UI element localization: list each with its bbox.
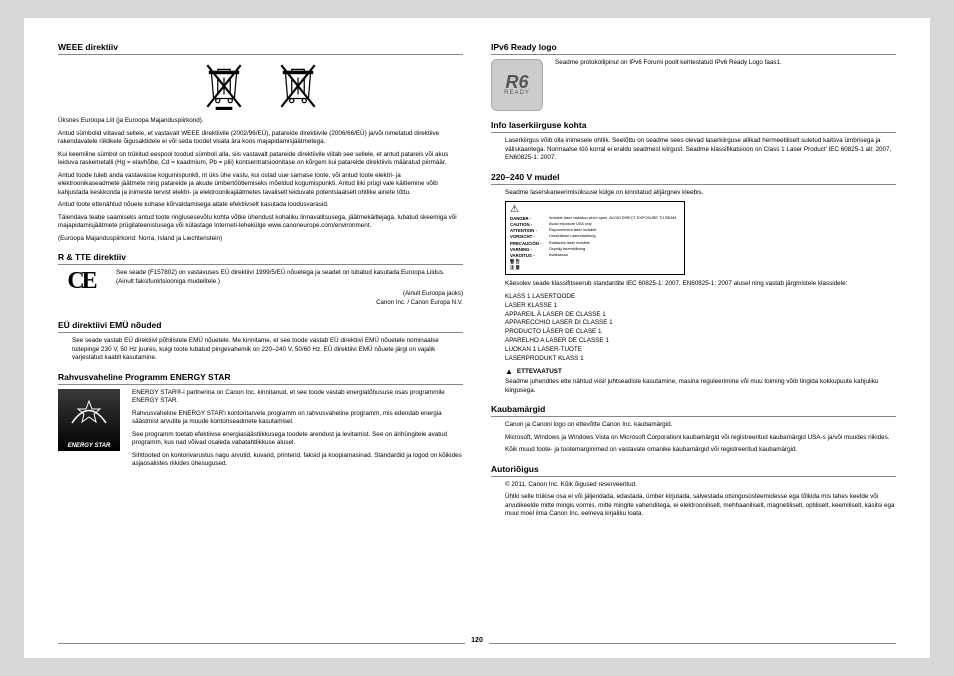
autor-heading: Autoriõigus	[491, 464, 896, 477]
document-page: WEEE direktiiv	[24, 18, 930, 658]
ipv6-row: R6 READY Seadme protokollipinul on IPv6 …	[491, 59, 896, 111]
energy-p1: ENERGY STAR®-i partnerina on Canon Inc. …	[132, 389, 463, 406]
emu-heading: EÜ direktiivi EMÜ nõuded	[58, 320, 463, 333]
danger-label: VAROITUS -	[510, 253, 546, 258]
weee-bin-icons	[58, 61, 463, 111]
danger-desc: Invisible laser radiation when open. AVO…	[549, 216, 680, 221]
laser-class-item: APARELHO A LASER DE CLASSE 1	[505, 337, 896, 346]
kauba-p2: Microsoft, Windows ja Windows Vista on M…	[491, 434, 896, 443]
danger-row: CAUTION -Avoid exposure USA only	[510, 222, 680, 227]
crossed-bin-icon	[203, 61, 245, 111]
weee-p7: (Euroopa Majanduspiirkond: Norra, Island…	[58, 235, 463, 244]
danger-desc: Unsichtbare Laserstrahlung	[549, 234, 680, 239]
right-column: IPv6 Ready logo R6 READY Seadme protokol…	[491, 42, 896, 635]
danger-desc	[549, 259, 680, 264]
rtte-heading: R & TTE direktiiv	[58, 252, 463, 265]
danger-label: VARNING -	[510, 247, 546, 252]
danger-desc: Rayonnement laser invisible	[549, 228, 680, 233]
laser-heading: Info laserkiirguse kohta	[491, 120, 896, 133]
danger-row: VARNING -Osynlig laserstrålning	[510, 247, 680, 252]
danger-desc	[549, 265, 680, 270]
rtte-c1: (Ainult Euroopa jaoks)	[116, 290, 463, 298]
laser-class-item: PRODUCTO LÁSER DE CLASE 1	[505, 328, 896, 337]
danger-row: 注 意	[510, 265, 680, 270]
weee-p6: Täiendava teabe saamiseks antud toote ri…	[58, 214, 463, 231]
weee-p4: Antud toode tuleb anda vastavasse kogumi…	[58, 172, 463, 198]
page-number: 120	[465, 637, 489, 644]
weee-p5: Antud toote ettenähtud nõuete kohase kõr…	[58, 201, 463, 210]
rtte-c2: Canon Inc. / Canon Europa N.V.	[116, 299, 463, 307]
danger-label: PRECAUCIÓN -	[510, 241, 546, 246]
page-footer-line: 120	[58, 643, 896, 644]
laser-class-item: APPARECCHIO LASER DI CLASSE 1	[505, 319, 896, 328]
ipv6-logo-bot: READY	[504, 90, 530, 96]
danger-row: PRECAUCIÓN -Radiación láser invisible	[510, 241, 680, 246]
energy-star-label: ENERGY STAR	[58, 443, 120, 449]
danger-desc: Avattaessa	[549, 253, 680, 258]
ce-mark-icon: CE	[58, 269, 104, 293]
kauba-p1: Canon ja Canoni logo on ettevõtte Canon …	[491, 421, 896, 430]
danger-label: CAUTION -	[510, 222, 546, 227]
laser-p1: Laserkiirgus võib olla inimesele ohtlik.…	[491, 137, 896, 163]
v220-heading: 220–240 V mudel	[491, 172, 896, 185]
kauba-p3: Kõik muud toote- ja tootemarginimed on v…	[491, 446, 896, 455]
danger-row: 警 告	[510, 259, 680, 264]
caution-label: ETTEVAATUST	[491, 367, 896, 376]
laser-class-item: LASERPRODUKT KLASS 1	[505, 355, 896, 364]
rtte-p1: See seade (F157802) on vastavuses EÜ dir…	[116, 269, 463, 286]
energy-p2: Rahvusvaheline ENERGY STAR'i kontoritarv…	[132, 410, 463, 427]
ipv6-heading: IPv6 Ready logo	[491, 42, 896, 55]
weee-p2: Antud sümbolid viitavad sellele, et vast…	[58, 130, 463, 147]
energy-row: ENERGY STAR ENERGY STAR®-i partnerina on…	[58, 389, 463, 473]
rtte-row: CE See seade (F157802) on vastavuses EÜ …	[58, 269, 463, 311]
energy-star-logo: ENERGY STAR	[58, 389, 120, 451]
ipv6-logo-top: R6	[505, 74, 528, 90]
warning-triangle-icon: ⚠	[510, 205, 519, 215]
danger-desc: Osynlig laserstrålning	[549, 247, 680, 252]
energy-p3: See programm toetab efektiivse energiasä…	[132, 431, 463, 448]
danger-label: ATTENTION -	[510, 228, 546, 233]
autor-p2: Ühtki selle trükise osa ei või jäljendad…	[491, 493, 896, 519]
danger-row: DANGER -Invisible laser radiation when o…	[510, 216, 680, 221]
laser-class-item: LUOKAN 1 LASER-TUOTE	[505, 346, 896, 355]
danger-label: 警 告	[510, 259, 546, 264]
energy-p4: Sihttooted on kontorivarustus nagu arvut…	[132, 452, 463, 469]
danger-label: VORSICHT -	[510, 234, 546, 239]
two-column-layout: WEEE direktiiv	[58, 42, 896, 635]
laser-class-item: KLASS 1 LASERTOODE	[505, 293, 896, 302]
weee-p3: Kui keemiline sümbol on trükitud eespool…	[58, 151, 463, 168]
weee-heading: WEEE direktiiv	[58, 42, 463, 55]
danger-row: VORSICHT -Unsichtbare Laserstrahlung	[510, 234, 680, 239]
danger-desc: Avoid exposure USA only	[549, 222, 680, 227]
autor-p1: © 2011, Canon Inc. Kõik õigused reservee…	[491, 481, 896, 490]
v220-p1: Seadme laserskaneerimisüksuse külge on k…	[491, 189, 896, 198]
danger-label: 注 意	[510, 265, 546, 270]
danger-label: DANGER -	[510, 216, 546, 221]
danger-row: ATTENTION -Rayonnement laser invisible	[510, 228, 680, 233]
laser-class-item: LASER KLASSE 1	[505, 302, 896, 311]
v220-p2: Käesolev seade klassifitseerub standardi…	[491, 280, 896, 289]
emu-p1: See seade vastab EÜ direktiivi põhiliste…	[58, 337, 463, 363]
laser-class-item: APPAREIL À LASER DE CLASSE 1	[505, 311, 896, 320]
ipv6-p1: Seadme protokollipinul on IPv6 Forumi po…	[555, 59, 896, 68]
danger-row: VAROITUS -Avattaessa	[510, 253, 680, 258]
danger-desc: Radiación láser invisible	[549, 241, 680, 246]
v220-p3: Seadme juhendites ette nähtud viisil juh…	[491, 378, 896, 395]
kauba-heading: Kaubamärgid	[491, 404, 896, 417]
crossed-bin-icon	[277, 61, 319, 111]
weee-p1: Üksnes Euroopa Liit (ja Euroopa Majandus…	[58, 117, 463, 126]
energy-heading: Rahvusvaheline Programm ENERGY STAR	[58, 372, 463, 385]
ipv6-ready-logo: R6 READY	[491, 59, 543, 111]
left-column: WEEE direktiiv	[58, 42, 463, 635]
danger-label-box: ⚠ DANGER -Invisible laser radiation when…	[505, 201, 685, 275]
laser-class-list: KLASS 1 LASERTOODELASER KLASSE 1APPAREIL…	[491, 293, 896, 364]
